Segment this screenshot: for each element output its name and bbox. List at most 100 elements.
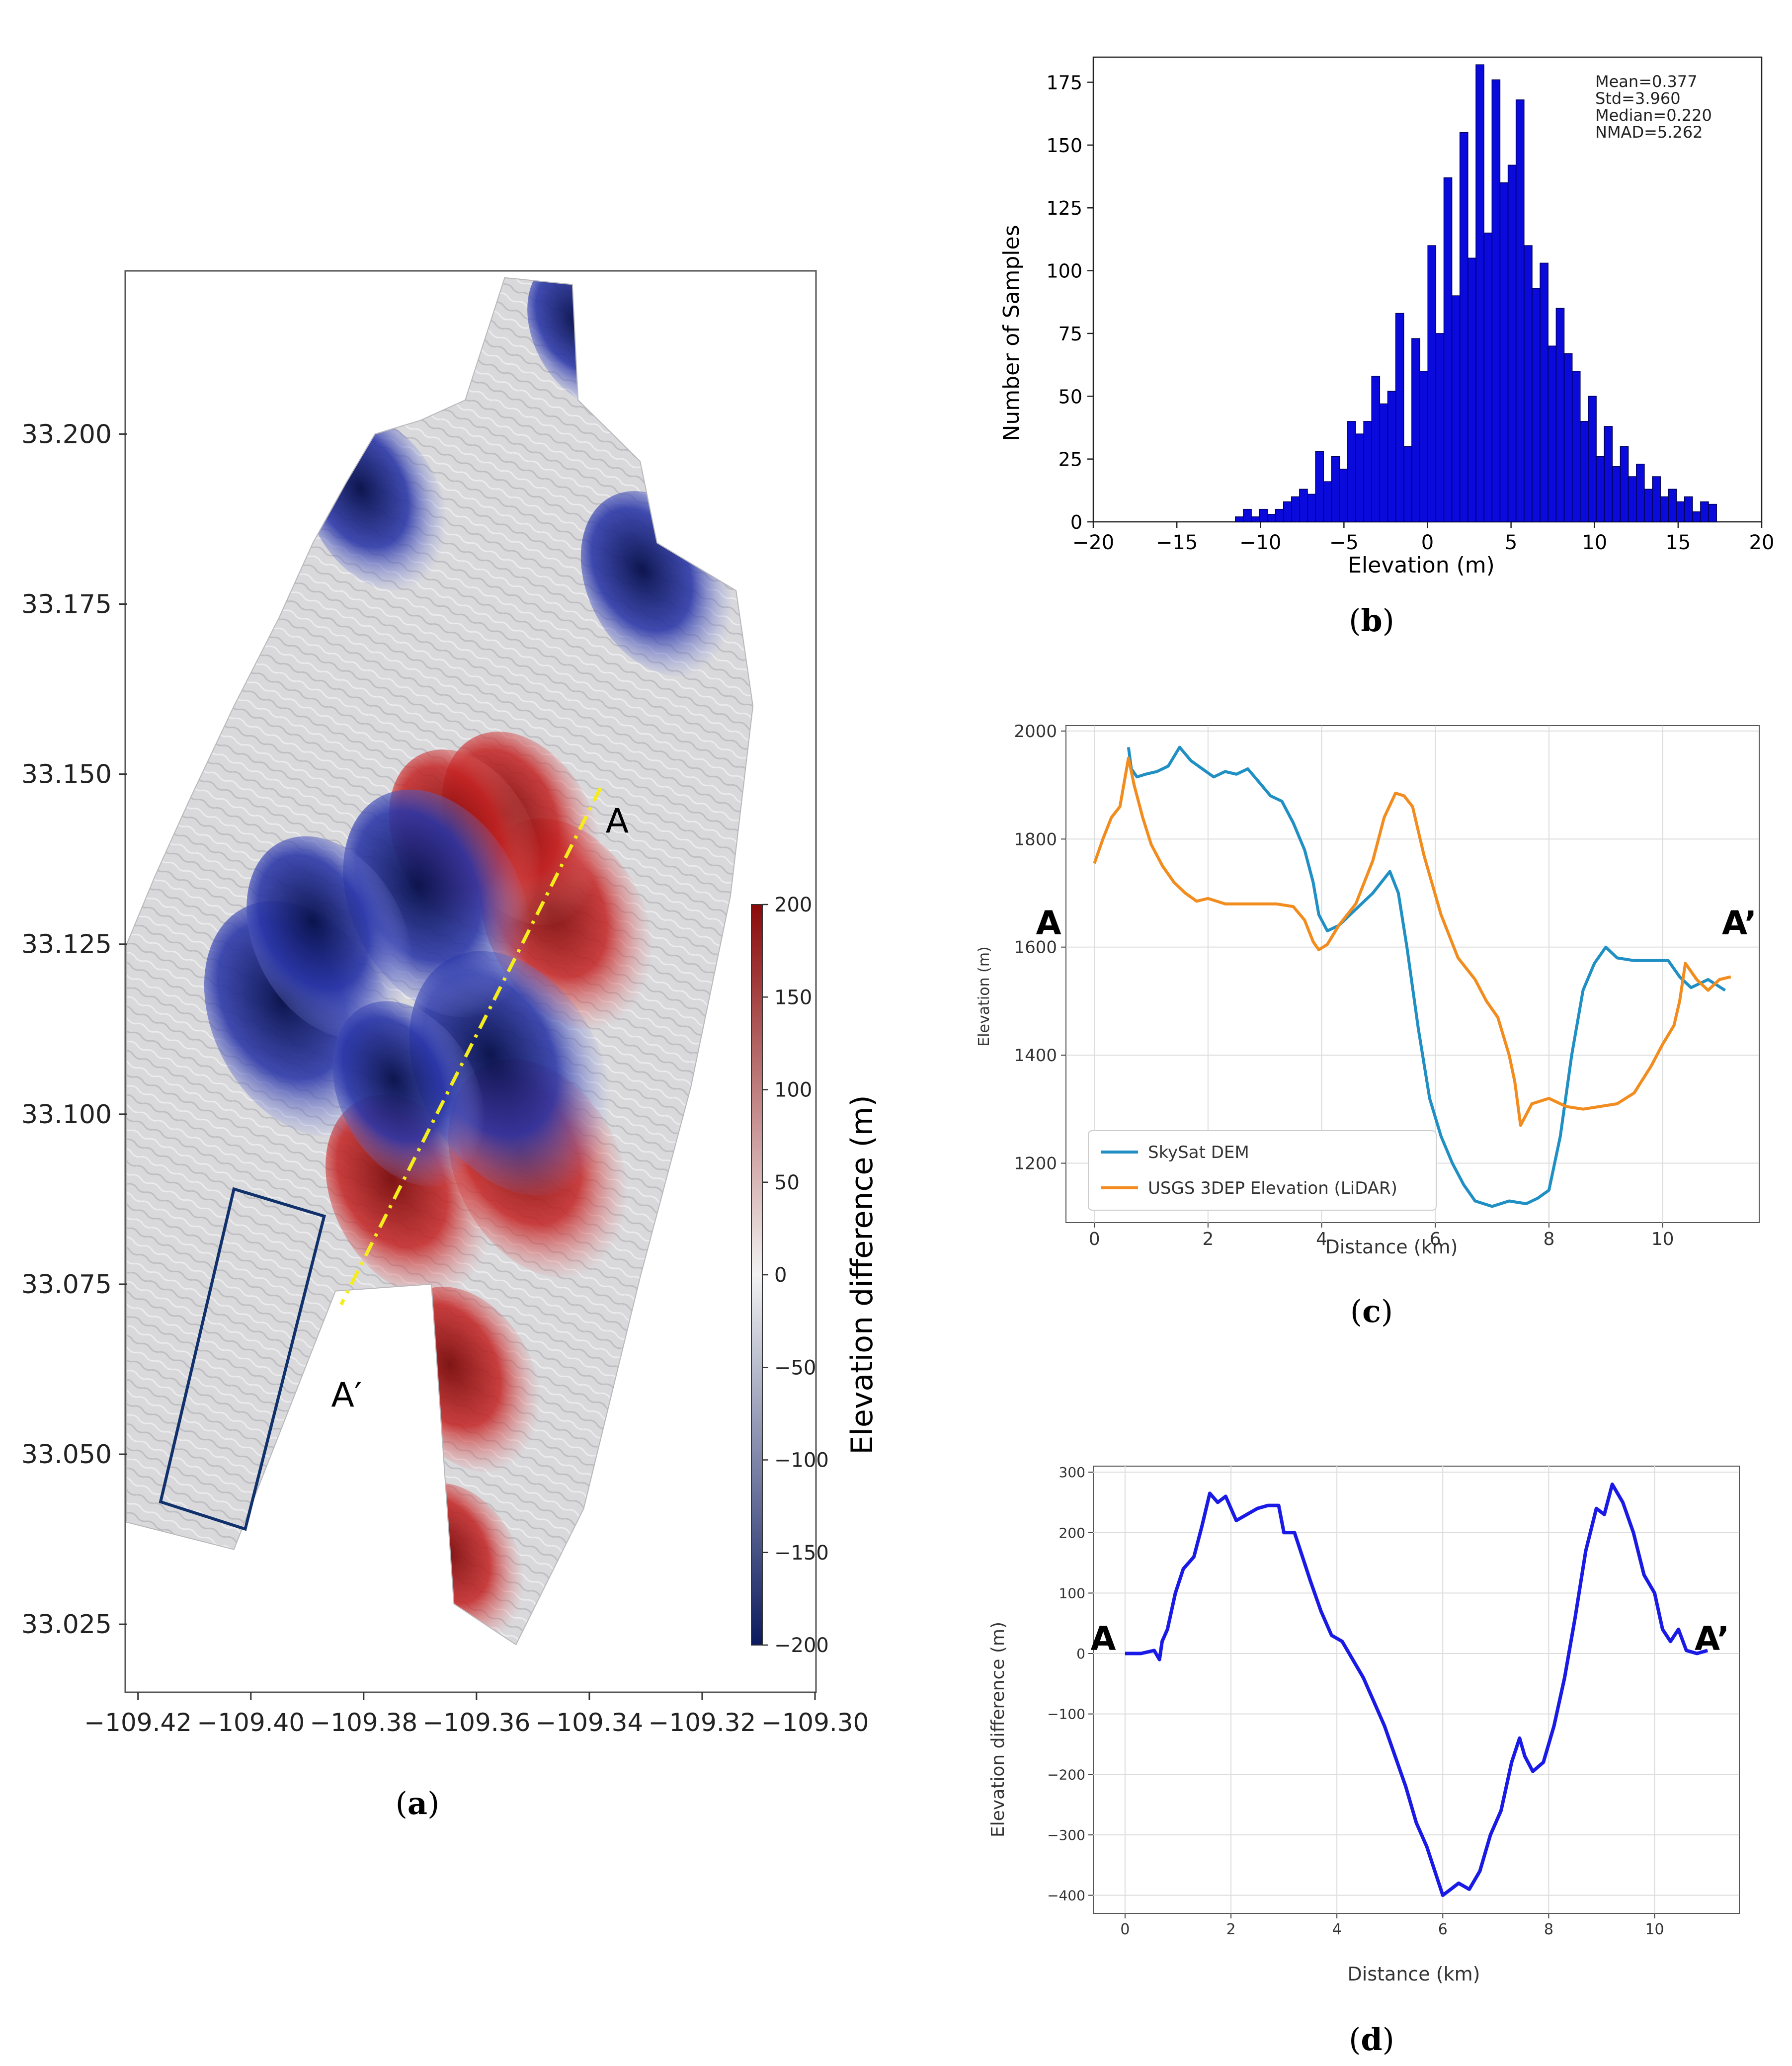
histogram-bar bbox=[1596, 456, 1605, 522]
colorbar-tick-label: −200 bbox=[774, 1634, 829, 1657]
map-y-tick-label: 33.100 bbox=[21, 1100, 112, 1130]
histogram-bar bbox=[1532, 288, 1541, 522]
colorbar-tick-label: −150 bbox=[774, 1542, 829, 1565]
histogram-bar bbox=[1571, 371, 1581, 522]
histogram-bar bbox=[1299, 489, 1308, 522]
map-x-ticks: −109.42 −109.40 −109.38 −109.36 −109.34 −109.… bbox=[84, 1692, 869, 1737]
histogram-bar bbox=[1483, 233, 1493, 522]
histogram-y-label: Number of Samples bbox=[999, 225, 1024, 441]
colorbar-tick-label: 0 bbox=[774, 1264, 787, 1287]
histogram-x-tick-label: 0 bbox=[1421, 531, 1434, 554]
histogram-x-tick-label: 20 bbox=[1749, 531, 1775, 554]
difference-y-tick-label: 0 bbox=[1076, 1646, 1085, 1662]
histogram-stat-line: Median=0.220 bbox=[1595, 106, 1712, 125]
map-y-ticks: 33.025 33.050 33.075 33.100 33.125 33.150 33.1… bbox=[21, 419, 127, 1640]
difference-end-label: A’ bbox=[1695, 1620, 1729, 1658]
map-y-tick-label: 33.150 bbox=[21, 760, 112, 790]
histogram-bar bbox=[1644, 489, 1653, 522]
histogram-x-tick-label: 15 bbox=[1665, 531, 1691, 554]
histogram-bar bbox=[1251, 516, 1260, 522]
map-x-tick-label: −109.36 bbox=[422, 1708, 530, 1737]
panel-a-map: A A′ −109.42 −109.40 −109.38 −109.36 −109.34… bbox=[21, 270, 880, 1821]
histogram-y-tick-label: 150 bbox=[1046, 135, 1082, 157]
histogram-bar bbox=[1323, 481, 1332, 522]
histogram-y-tick-label: 25 bbox=[1059, 449, 1082, 471]
panel-d-elevation-difference: 0 2 4 6 8 10 −400 −300 −200 −100 0 100 200 300 Dista… bbox=[988, 1464, 1740, 2058]
profile-x-tick-label: 8 bbox=[1543, 1229, 1554, 1249]
panel-c-label: (c) bbox=[1350, 1293, 1393, 1329]
legend-label-usgs: USGS 3DEP Elevation (LiDAR) bbox=[1148, 1178, 1397, 1198]
map-y-tick-label: 33.075 bbox=[21, 1270, 112, 1300]
series-line-elevation-difference bbox=[1125, 1483, 1709, 1897]
histogram-bar bbox=[1548, 345, 1557, 522]
histogram-bar bbox=[1243, 508, 1252, 522]
difference-y-tick-label: −200 bbox=[1047, 1766, 1085, 1783]
profile-y-tick-label: 1600 bbox=[1014, 938, 1057, 958]
map-x-tick-label: −109.38 bbox=[310, 1708, 417, 1737]
histogram-bar bbox=[1628, 476, 1637, 522]
histogram-x-tick-label: −20 bbox=[1072, 531, 1114, 554]
histogram-bar bbox=[1379, 403, 1388, 522]
colorbar-tick-label: −100 bbox=[774, 1449, 829, 1472]
map-y-tick-label: 33.025 bbox=[21, 1610, 112, 1640]
histogram-bar bbox=[1395, 313, 1404, 522]
histogram-bar bbox=[1507, 165, 1517, 522]
map-y-tick-label: 33.200 bbox=[21, 419, 112, 449]
map-y-tick-label: 33.125 bbox=[21, 930, 112, 960]
profile-x-tick-label: 6 bbox=[1430, 1229, 1441, 1249]
map-x-tick-label: −109.40 bbox=[197, 1708, 305, 1737]
histogram-x-label: Elevation (m) bbox=[1348, 553, 1495, 578]
histogram-bar bbox=[1612, 466, 1621, 522]
difference-x-tick-label: 2 bbox=[1226, 1921, 1236, 1938]
histogram-bar bbox=[1491, 79, 1501, 522]
map-x-tick-label: −109.30 bbox=[761, 1708, 869, 1737]
histogram-bar bbox=[1451, 295, 1461, 522]
histogram-bar bbox=[1371, 376, 1381, 522]
histogram-bar bbox=[1347, 421, 1356, 522]
anomaly-negative-10 bbox=[246, 836, 413, 1039]
histogram-bar bbox=[1652, 476, 1661, 522]
histogram-y-tick-label: 125 bbox=[1046, 197, 1082, 219]
map-x-tick-label: −109.32 bbox=[649, 1708, 756, 1737]
histogram-bar bbox=[1499, 182, 1509, 522]
anomaly-layer bbox=[204, 277, 733, 1643]
histogram-bar bbox=[1435, 333, 1445, 522]
colorbar-tick-label: 200 bbox=[774, 894, 812, 916]
panel-d-label: (d) bbox=[1349, 2021, 1394, 2058]
histogram-bar bbox=[1339, 469, 1348, 522]
profile-end-label: A’ bbox=[1722, 904, 1757, 942]
histogram-y-tick-label: 0 bbox=[1070, 511, 1082, 533]
histogram-x-tick-label: −10 bbox=[1239, 531, 1281, 554]
histogram-bar bbox=[1692, 511, 1701, 522]
histogram-x-tick-label: 10 bbox=[1582, 531, 1607, 554]
profile-x-label: Distance (km) bbox=[1325, 1236, 1458, 1258]
difference-x-label: Distance (km) bbox=[1348, 1963, 1480, 1985]
histogram-x-ticks: −20 −15 −10 −5 0 5 10 15 20 bbox=[1072, 522, 1775, 554]
legend-label-skysat: SkySat DEM bbox=[1148, 1143, 1249, 1162]
histogram-bar bbox=[1700, 501, 1709, 522]
colorbar-tick-label: 50 bbox=[774, 1171, 800, 1194]
profile-end-label: A′ bbox=[331, 1376, 362, 1415]
histogram-bar bbox=[1636, 464, 1645, 522]
histogram-bar bbox=[1475, 64, 1484, 522]
difference-x-tick-label: 10 bbox=[1645, 1921, 1664, 1938]
histogram-bar bbox=[1684, 496, 1693, 522]
difference-x-tick-label: 8 bbox=[1544, 1921, 1553, 1938]
histogram-x-tick-label: −15 bbox=[1156, 531, 1198, 554]
histogram-bar bbox=[1563, 353, 1573, 522]
histogram-bar bbox=[1275, 508, 1284, 522]
map-x-tick-label: −109.42 bbox=[84, 1708, 192, 1737]
histogram-bar bbox=[1235, 516, 1244, 522]
difference-y-label: Elevation difference (m) bbox=[988, 1622, 1008, 1837]
histogram-bar bbox=[1315, 451, 1324, 522]
profile-x-tick-label: 2 bbox=[1202, 1229, 1214, 1249]
histogram-y-tick-label: 100 bbox=[1046, 260, 1082, 282]
histogram-y-ticks: 0 25 50 75 100 125 150 175 bbox=[1046, 72, 1093, 533]
difference-axes-frame bbox=[1093, 1466, 1740, 1914]
anomaly-negative-11 bbox=[332, 1001, 485, 1187]
histogram-bar bbox=[1403, 446, 1412, 522]
histogram-y-tick-label: 175 bbox=[1046, 72, 1082, 94]
colorbar-tick-label: −50 bbox=[774, 1356, 816, 1379]
histogram-stat-line: Std=3.960 bbox=[1595, 89, 1681, 108]
